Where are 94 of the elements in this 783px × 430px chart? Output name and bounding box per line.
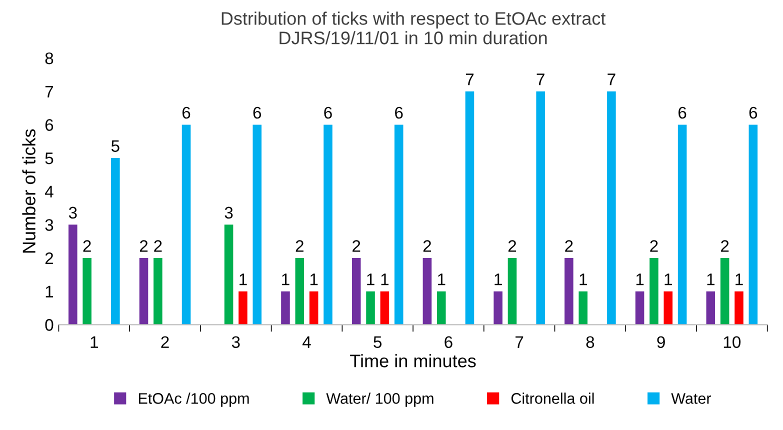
bar [182, 124, 191, 325]
bar [536, 91, 545, 325]
y-tick-label: 5 [45, 152, 54, 164]
bar [748, 124, 758, 325]
data-label: 2 [140, 240, 148, 252]
data-label: 1 [381, 274, 389, 286]
bar [706, 291, 716, 325]
x-tick-label: 5 [374, 336, 382, 348]
legend-label: EtOAc /100 ppm [138, 392, 249, 407]
data-label: 7 [536, 74, 544, 86]
x-tick-label: 3 [232, 336, 240, 348]
data-label: 1 [240, 274, 247, 286]
x-tick-label: 2 [161, 336, 169, 348]
data-label: 2 [565, 240, 573, 252]
data-label: 1 [580, 274, 587, 286]
bar [494, 291, 502, 325]
x-tick-label: 7 [516, 336, 524, 348]
legend-label: Water [671, 393, 712, 404]
bar [734, 291, 744, 325]
data-label: 6 [253, 106, 262, 119]
y-tick-label: 1 [46, 286, 54, 298]
data-label: 7 [466, 74, 474, 86]
y-tick-label: 3 [45, 219, 54, 231]
x-tick-label: 6 [444, 336, 452, 348]
bar [324, 124, 332, 325]
data-label: 2 [154, 240, 162, 252]
x-tick-label: 4 [302, 336, 311, 348]
bar [252, 124, 262, 325]
x-axis-title: Time in minutes [350, 354, 476, 368]
bar [678, 124, 687, 325]
bar [664, 291, 673, 325]
bar [578, 291, 588, 325]
bar [508, 258, 517, 325]
x-tick-label: 8 [586, 336, 594, 348]
data-label: 6 [678, 106, 686, 119]
data-label: 2 [508, 240, 516, 252]
y-axis-title: Number of ticks [22, 129, 36, 253]
data-label: 1 [736, 274, 743, 286]
bar [224, 224, 234, 325]
data-label: 5 [111, 140, 120, 152]
bar [635, 291, 644, 325]
data-label: 1 [707, 274, 714, 286]
data-label: 2 [721, 240, 729, 252]
legend-label: Water/ 100 ppm [326, 392, 434, 407]
data-label: 6 [324, 106, 332, 119]
data-label: 1 [636, 274, 644, 286]
y-tick-label: 6 [45, 119, 54, 131]
y-tick-label: 8 [45, 52, 54, 64]
y-tick-label: 0 [45, 319, 54, 331]
bar [68, 224, 78, 325]
bar [564, 258, 574, 325]
bar [380, 291, 390, 325]
data-label: 2 [352, 240, 360, 252]
bar [352, 258, 361, 325]
data-label: 1 [310, 274, 318, 286]
bar [281, 291, 290, 325]
bar [82, 258, 92, 325]
bar [238, 291, 248, 325]
data-label: 1 [494, 274, 502, 286]
data-label: 7 [608, 74, 616, 86]
data-label: 1 [282, 274, 290, 286]
legend-label: Citronella oil [511, 392, 594, 404]
data-label: 2 [650, 240, 658, 252]
bar [465, 91, 474, 325]
bar [295, 258, 304, 325]
data-label: 1 [438, 274, 446, 286]
bar [650, 258, 658, 325]
bar [154, 258, 162, 325]
data-label: 3 [68, 206, 77, 219]
data-label: 6 [749, 106, 758, 119]
bar [366, 291, 375, 325]
x-tick-label: 1 [90, 336, 98, 348]
bar [394, 124, 404, 325]
bar [309, 291, 318, 325]
x-tick-label: 10 [724, 336, 741, 348]
x-tick-label: 9 [657, 336, 665, 348]
data-label: 2 [423, 240, 432, 252]
bar [607, 91, 616, 325]
data-label: 2 [83, 240, 91, 252]
bar [422, 258, 432, 325]
data-label: 6 [182, 106, 190, 119]
y-tick-label: 4 [44, 186, 54, 198]
data-label: 6 [395, 106, 403, 119]
bar [720, 258, 730, 325]
data-label: 1 [664, 274, 672, 286]
data-label: 2 [296, 240, 304, 252]
bar [139, 258, 148, 325]
bar [111, 158, 120, 325]
data-label: 1 [367, 274, 374, 286]
data-label: 3 [224, 206, 233, 219]
y-tick-label: 2 [45, 252, 54, 264]
bar [436, 291, 446, 325]
y-tick-label: 7 [45, 86, 54, 98]
chart-title: Dstribution of ticks with respect to EtOAc extract DJRS/19/11/01 in 10 min duration [222, 12, 606, 44]
